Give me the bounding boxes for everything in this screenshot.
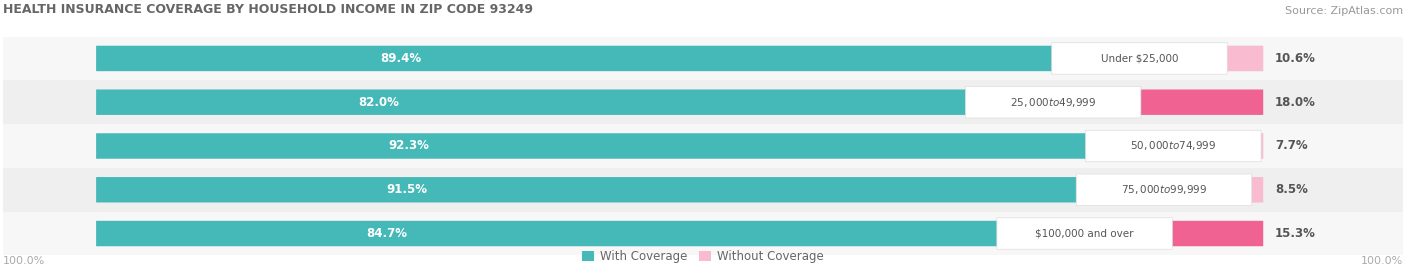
Bar [3,168,1403,212]
Text: 10.6%: 10.6% [1275,52,1316,65]
FancyBboxPatch shape [1154,221,1263,246]
FancyBboxPatch shape [1243,133,1263,159]
FancyBboxPatch shape [96,177,1164,203]
Text: 15.3%: 15.3% [1275,227,1316,240]
FancyBboxPatch shape [997,218,1173,249]
Bar [3,80,1403,124]
Text: Source: ZipAtlas.com: Source: ZipAtlas.com [1285,6,1403,16]
FancyBboxPatch shape [1052,43,1227,74]
Text: 8.5%: 8.5% [1275,183,1308,196]
Text: 82.0%: 82.0% [359,96,399,109]
FancyBboxPatch shape [96,90,1263,115]
FancyBboxPatch shape [1076,174,1251,206]
Text: 100.0%: 100.0% [3,256,45,266]
Bar [3,212,1403,255]
Text: $100,000 and over: $100,000 and over [1035,229,1133,239]
Text: 91.5%: 91.5% [387,183,427,196]
FancyBboxPatch shape [96,46,1263,71]
FancyBboxPatch shape [1123,90,1263,115]
Text: 7.7%: 7.7% [1275,140,1308,153]
FancyBboxPatch shape [96,177,1263,203]
Text: $25,000 to $49,999: $25,000 to $49,999 [1010,96,1097,109]
Text: 89.4%: 89.4% [380,52,422,65]
FancyBboxPatch shape [96,221,1084,246]
Text: 100.0%: 100.0% [1361,256,1403,266]
Text: 18.0%: 18.0% [1275,96,1316,109]
FancyBboxPatch shape [96,221,1263,246]
Text: 84.7%: 84.7% [367,227,408,240]
FancyBboxPatch shape [96,133,1263,159]
Text: $50,000 to $74,999: $50,000 to $74,999 [1130,140,1216,153]
FancyBboxPatch shape [96,133,1174,159]
Text: HEALTH INSURANCE COVERAGE BY HOUSEHOLD INCOME IN ZIP CODE 93249: HEALTH INSURANCE COVERAGE BY HOUSEHOLD I… [3,3,533,16]
FancyBboxPatch shape [966,86,1140,118]
FancyBboxPatch shape [1234,177,1263,203]
FancyBboxPatch shape [96,90,1053,115]
Bar [3,124,1403,168]
Text: 92.3%: 92.3% [389,140,430,153]
FancyBboxPatch shape [1085,130,1261,162]
FancyBboxPatch shape [1209,46,1263,71]
Legend: With Coverage, Without Coverage: With Coverage, Without Coverage [582,250,824,263]
FancyBboxPatch shape [96,46,1139,71]
Text: Under $25,000: Under $25,000 [1101,54,1178,63]
Text: $75,000 to $99,999: $75,000 to $99,999 [1121,183,1208,196]
Bar [3,37,1403,80]
